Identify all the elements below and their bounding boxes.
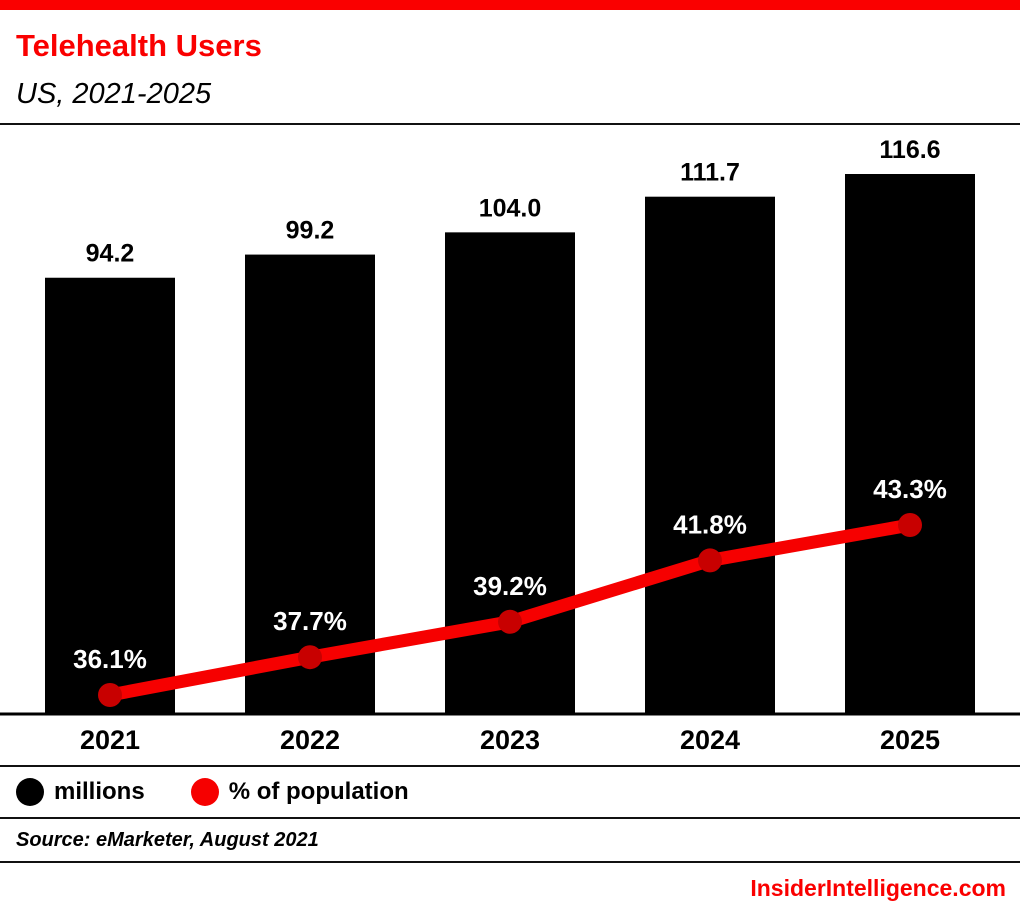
percent-label-2024: 41.8% — [673, 509, 747, 539]
percent-label-2023: 39.2% — [473, 571, 547, 601]
legend-item-millions: millions — [16, 777, 145, 806]
year-label-2022: 2022 — [279, 725, 341, 756]
bar-2021 — [45, 277, 175, 714]
bar-value-label-2021: 94.2 — [86, 240, 135, 268]
year-label-2021: 2021 — [79, 725, 141, 756]
line-dot-2021 — [98, 682, 122, 707]
percent-label-2022: 37.7% — [273, 606, 347, 636]
brand-link[interactable]: InsiderIntelligence.com — [750, 874, 1006, 901]
header-divider — [0, 122, 1020, 125]
line-dot-2023 — [498, 609, 522, 634]
legend-divider — [0, 816, 1020, 819]
bar-value-label-2022: 99.2 — [286, 217, 335, 245]
percent-label-2025: 43.3% — [873, 474, 947, 504]
year-label-2025: 2025 — [879, 725, 941, 756]
millions-dot-icon — [16, 777, 44, 806]
bar-value-label-2025: 116.6 — [879, 136, 940, 164]
legend-label-millions: millions — [54, 777, 145, 805]
percent-of-population-dot-icon — [190, 777, 219, 806]
legend-item-percent-of-population: % of population — [190, 777, 409, 806]
source-note: Source: eMarketer, August 2021 — [16, 828, 319, 851]
chart-title: Telehealth Users — [16, 28, 262, 63]
footer: InsiderIntelligence.com — [0, 863, 1020, 902]
line-dot-2025 — [898, 512, 922, 537]
bar-2022 — [245, 254, 375, 714]
year-label-2024: 2024 — [679, 725, 741, 756]
source-divider — [0, 860, 1020, 863]
axis-divider — [0, 764, 1020, 767]
line-dot-2022 — [298, 645, 322, 670]
bar-value-label-2024: 111.7 — [680, 159, 740, 187]
line-dot-2024 — [698, 548, 722, 573]
legend-label-percent-of-population: % of population — [228, 777, 409, 805]
chart: 94.2 99.2 104.0 111.7 116.6 36.1% 37.7% 39.2% 41… — [0, 125, 1020, 717]
bar-2024 — [645, 196, 775, 714]
chart-subtitle: US, 2021-2025 — [16, 77, 212, 110]
legend: millions % of population — [0, 767, 1020, 817]
percent-label-2021: 36.1% — [73, 644, 147, 674]
bar-value-label-2023: 104.0 — [479, 194, 542, 222]
x-axis-labels: 2021 2022 2023 2024 2025 — [0, 717, 1020, 765]
top-accent-stripe — [0, 0, 1020, 10]
bar-2023 — [445, 232, 575, 714]
bar-2025 — [845, 173, 975, 714]
chart-svg: 94.2 99.2 104.0 111.7 116.6 36.1% 37.7% 39.2% 41… — [0, 136, 1020, 716]
year-label-2023: 2023 — [479, 725, 541, 756]
